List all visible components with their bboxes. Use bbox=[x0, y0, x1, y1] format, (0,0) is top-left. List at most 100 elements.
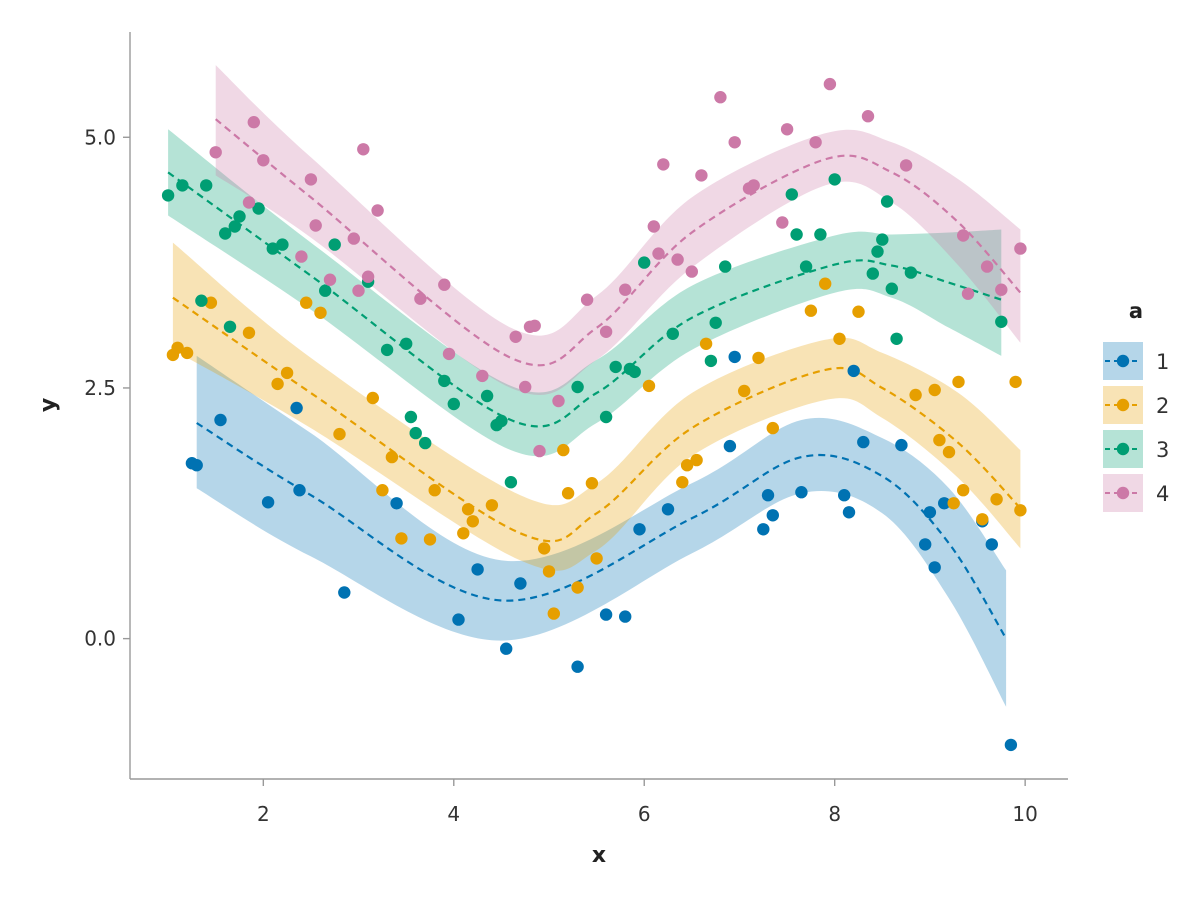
legend-label: 2 bbox=[1156, 394, 1169, 418]
x-tick-label: 6 bbox=[638, 802, 651, 826]
data-point-series-1 bbox=[761, 489, 775, 502]
data-point-series-2 bbox=[542, 565, 556, 578]
legend-marker bbox=[1116, 486, 1130, 500]
data-point-series-4 bbox=[509, 330, 522, 343]
data-point-series-1 bbox=[185, 457, 199, 470]
data-point-series-1 bbox=[500, 642, 513, 655]
data-point-series-3 bbox=[223, 320, 237, 333]
x-axis-title: x bbox=[592, 843, 606, 868]
data-point-series-2 bbox=[928, 383, 941, 397]
data-point-series-3 bbox=[504, 476, 518, 489]
data-point-series-2 bbox=[642, 379, 656, 393]
data-point-series-2 bbox=[909, 388, 922, 402]
data-point-series-4 bbox=[361, 270, 375, 283]
confidence-band-series-4 bbox=[215, 65, 1021, 395]
data-point-series-2 bbox=[1014, 504, 1027, 517]
legend-marker bbox=[1116, 354, 1130, 368]
data-point-series-4 bbox=[304, 173, 318, 186]
data-point-series-2 bbox=[395, 532, 408, 545]
data-point-series-4 bbox=[323, 273, 337, 286]
data-point-series-2 bbox=[766, 421, 779, 435]
axes: 2 4 6 8 10 0.0 2.5 5.0 x y bbox=[36, 32, 1068, 868]
data-point-series-4 bbox=[533, 444, 546, 458]
data-point-series-4 bbox=[552, 394, 565, 408]
fit-line-series-4 bbox=[215, 118, 1022, 367]
data-point-series-1 bbox=[452, 613, 465, 626]
data-point-series-3 bbox=[871, 245, 884, 258]
y-tick-label: 2.5 bbox=[84, 376, 116, 400]
data-point-series-2 bbox=[242, 326, 256, 339]
data-point-series-2 bbox=[557, 443, 570, 457]
data-point-series-4 bbox=[1014, 242, 1027, 255]
data-point-series-1 bbox=[847, 364, 860, 378]
legend-item-3: 3 bbox=[1103, 430, 1169, 468]
data-point-series-4 bbox=[528, 319, 541, 332]
legend-item-2: 2 bbox=[1103, 386, 1169, 424]
data-point-series-2 bbox=[952, 375, 965, 389]
data-point-series-4 bbox=[438, 278, 451, 291]
data-point-series-2 bbox=[942, 445, 956, 459]
data-point-series-1 bbox=[928, 561, 941, 574]
data-point-series-3 bbox=[447, 397, 460, 411]
data-point-series-2 bbox=[271, 377, 284, 391]
data-point-series-1 bbox=[919, 538, 932, 551]
data-point-series-3 bbox=[176, 179, 189, 192]
data-point-series-2 bbox=[976, 513, 989, 526]
y-tick-label: 0.0 bbox=[84, 627, 116, 651]
data-point-series-1 bbox=[795, 486, 808, 499]
data-point-series-3 bbox=[885, 282, 898, 295]
data-point-series-1 bbox=[838, 489, 851, 502]
data-point-series-1 bbox=[661, 503, 675, 516]
data-point-series-4 bbox=[242, 196, 256, 209]
data-point-series-3 bbox=[233, 210, 246, 223]
data-point-series-4 bbox=[823, 77, 837, 91]
data-point-series-4 bbox=[309, 219, 322, 232]
data-point-series-3 bbox=[404, 410, 418, 424]
data-point-series-2 bbox=[947, 497, 960, 510]
data-point-series-2 bbox=[852, 305, 865, 318]
data-point-series-4 bbox=[728, 136, 741, 149]
data-point-series-1 bbox=[938, 497, 951, 510]
data-point-series-1 bbox=[471, 563, 484, 576]
data-point-series-3 bbox=[319, 284, 332, 297]
data-point-series-3 bbox=[719, 260, 732, 273]
data-point-series-1 bbox=[338, 586, 351, 599]
data-point-series-3 bbox=[904, 266, 918, 279]
y-axis-title: y bbox=[36, 398, 61, 412]
data-point-series-2 bbox=[561, 487, 575, 500]
data-point-series-1 bbox=[571, 660, 584, 673]
scatter-points bbox=[161, 77, 1027, 752]
x-tick-label: 4 bbox=[447, 802, 460, 826]
data-point-series-4 bbox=[414, 292, 427, 305]
data-point-series-4 bbox=[247, 116, 260, 129]
data-point-series-2 bbox=[485, 499, 499, 512]
data-point-series-1 bbox=[842, 506, 856, 519]
x-tick-label: 2 bbox=[257, 802, 270, 826]
data-point-series-2 bbox=[461, 503, 475, 516]
data-point-series-3 bbox=[609, 360, 622, 374]
data-point-series-1 bbox=[728, 350, 741, 364]
legend-marker bbox=[1116, 398, 1130, 412]
fit-line-series-1 bbox=[196, 422, 1008, 640]
data-point-series-2 bbox=[466, 515, 479, 528]
data-point-series-2 bbox=[204, 296, 218, 309]
data-point-series-2 bbox=[428, 484, 441, 497]
data-point-series-1 bbox=[895, 438, 908, 452]
data-point-series-3 bbox=[219, 227, 232, 240]
data-point-series-4 bbox=[209, 146, 222, 159]
data-point-series-2 bbox=[376, 484, 389, 497]
data-point-series-3 bbox=[890, 332, 903, 345]
data-point-series-4 bbox=[695, 169, 708, 182]
data-point-series-4 bbox=[899, 159, 913, 172]
data-point-series-4 bbox=[580, 293, 594, 306]
data-point-series-3 bbox=[276, 238, 289, 251]
confidence-bands bbox=[168, 65, 1021, 707]
data-point-series-3 bbox=[161, 189, 175, 202]
data-point-series-4 bbox=[442, 347, 456, 361]
data-point-series-3 bbox=[409, 426, 422, 440]
data-point-series-4 bbox=[519, 380, 532, 394]
data-point-series-2 bbox=[571, 581, 584, 594]
legend-label: 1 bbox=[1156, 350, 1169, 374]
legend: a 1 2 3 4 bbox=[1103, 299, 1169, 512]
